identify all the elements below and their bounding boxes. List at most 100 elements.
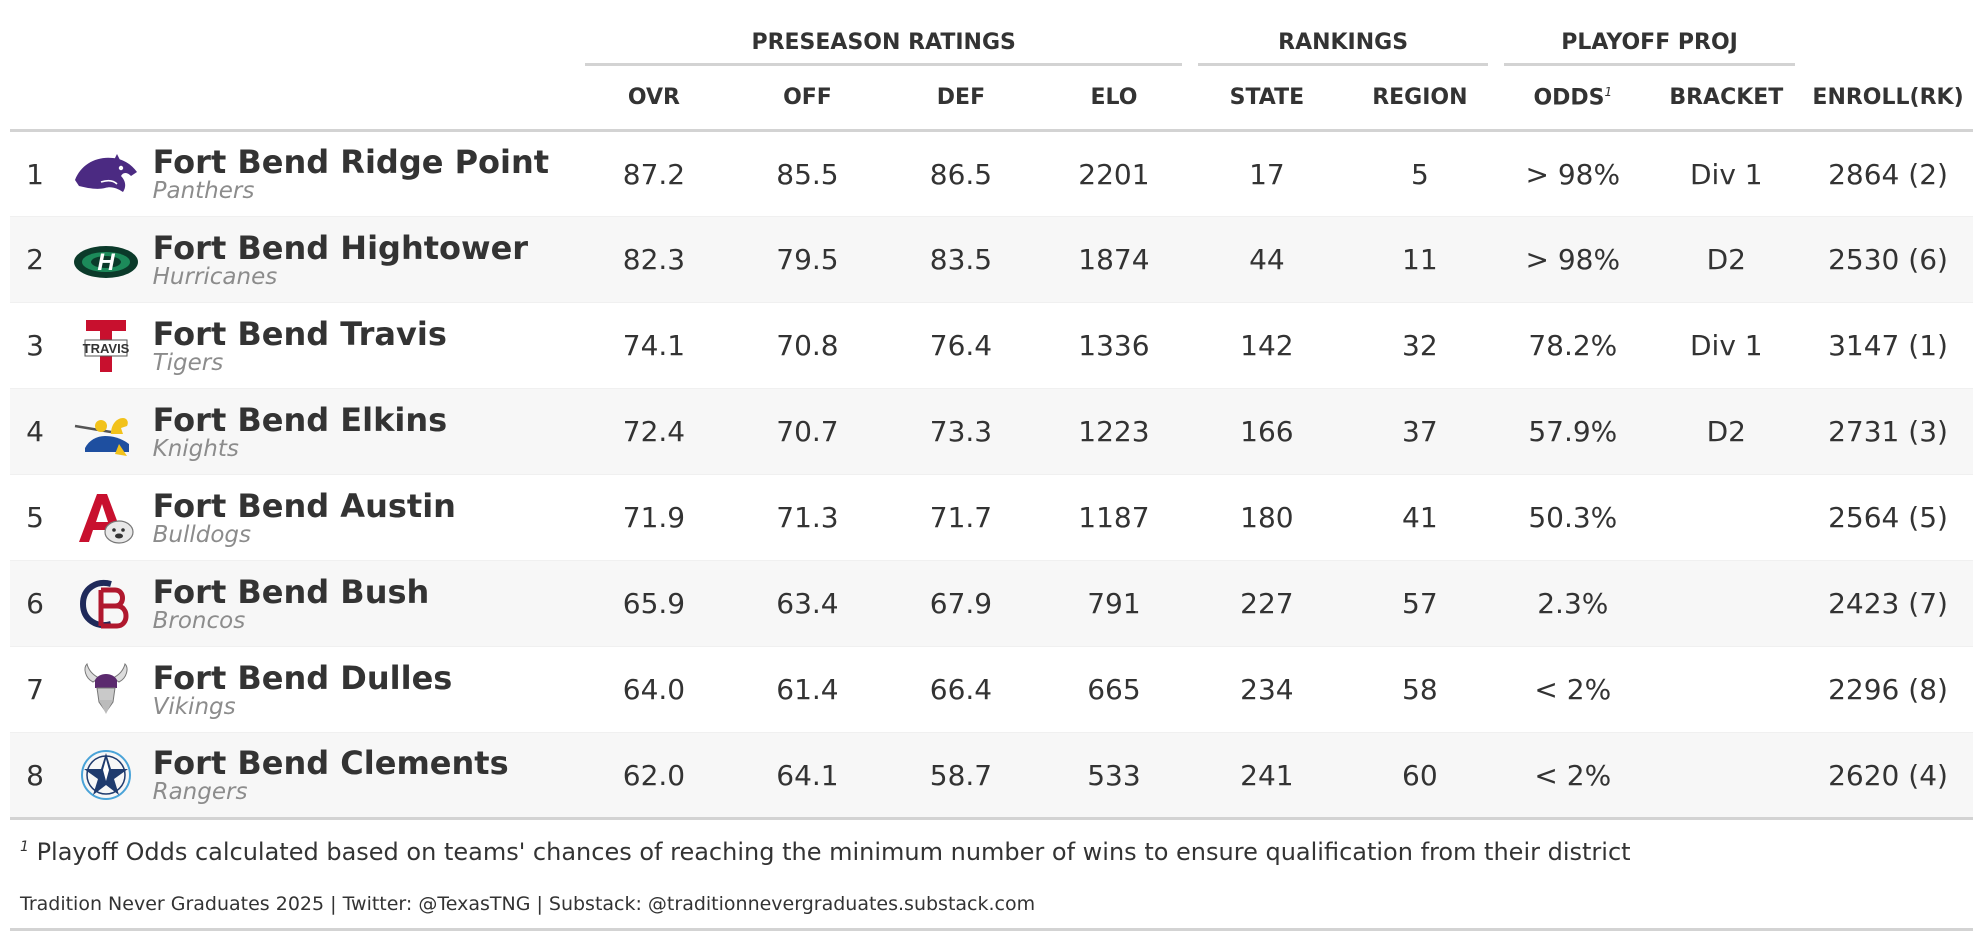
- spanner-label: PLAYOFF PROJ: [1561, 30, 1738, 55]
- def-cell: 76.4: [884, 302, 1038, 389]
- odds-cell: 50.3%: [1496, 474, 1650, 561]
- rank-cell: 1: [10, 130, 61, 217]
- footnote-marker: 1: [1604, 84, 1613, 99]
- enroll-cell: 2296 (8): [1803, 646, 1973, 733]
- team-cell: Fort Bend Clements Rangers: [152, 732, 578, 820]
- ovr-cell: 82.3: [577, 216, 731, 303]
- svg-text:TRAVIS: TRAVIS: [83, 341, 130, 356]
- footnote-marker: 1: [20, 839, 29, 855]
- enroll-cell: 2530 (6): [1803, 216, 1973, 303]
- odds-cell: < 2%: [1496, 732, 1650, 820]
- table-row: 6 Fort Bend Bush Broncos 65.9 63.4 67.9 791 227…: [10, 560, 1973, 647]
- region-cell: 11: [1343, 216, 1497, 303]
- team-name: Fort Bend Ridge Point: [152, 143, 550, 181]
- region-cell: 57: [1343, 560, 1497, 647]
- spanner-row: PRESEASON RATINGS RANKINGS PLAYOFF PROJ: [10, 0, 1973, 66]
- odds-cell: > 98%: [1496, 130, 1650, 217]
- ovr-cell: 72.4: [577, 388, 731, 475]
- column-header-row: OVR OFF DEF ELO STATE REGION ODDS1 BRACK…: [10, 66, 1973, 132]
- travis-logo: TRAVIS: [71, 318, 141, 374]
- ovr-cell: 62.0: [577, 732, 731, 820]
- elo-cell: 665: [1037, 646, 1191, 733]
- enroll-cell: 2564 (5): [1803, 474, 1973, 561]
- elo-cell: 1874: [1037, 216, 1191, 303]
- def-cell: 67.9: [884, 560, 1038, 647]
- bracket-cell: [1649, 474, 1804, 561]
- table-body: 1 Fort Bend Ridge Point Panthers 87.2 85.5 86…: [10, 130, 1973, 820]
- team-mascot: Rangers: [152, 779, 248, 805]
- ranger-star-logo: [71, 747, 141, 803]
- rank-cell: 2: [10, 216, 61, 303]
- source-note: Tradition Never Graduates 2025 | Twitter…: [20, 893, 1036, 915]
- spanner-label: RANKINGS: [1278, 30, 1409, 55]
- bracket-cell: D2: [1649, 216, 1804, 303]
- elo-cell: 791: [1037, 560, 1191, 647]
- ovr-cell: 87.2: [577, 130, 731, 217]
- def-cell: 66.4: [884, 646, 1038, 733]
- bush-logo: [71, 576, 141, 632]
- logo-cell: [60, 474, 153, 561]
- column-header-state: STATE: [1190, 66, 1344, 132]
- team-cell: Fort Bend Hightower Hurricanes: [152, 216, 578, 303]
- spanner-rankings: RANKINGS: [1190, 0, 1496, 66]
- off-cell: 64.1: [730, 732, 885, 820]
- odds-cell: 2.3%: [1496, 560, 1650, 647]
- state-cell: 180: [1190, 474, 1344, 561]
- state-cell: 234: [1190, 646, 1344, 733]
- ovr-cell: 65.9: [577, 560, 731, 647]
- odds-cell: > 98%: [1496, 216, 1650, 303]
- enroll-cell: 2423 (7): [1803, 560, 1973, 647]
- table-row: 7 Fort Bend Dulles Vikings 64.0 61.4 66.4 665 2…: [10, 646, 1973, 733]
- column-header-elo: ELO: [1037, 66, 1191, 132]
- state-cell: 142: [1190, 302, 1344, 389]
- region-cell: 58: [1343, 646, 1497, 733]
- odds-cell: 78.2%: [1496, 302, 1650, 389]
- region-cell: 5: [1343, 130, 1497, 217]
- column-header-bracket: BRACKET: [1649, 66, 1804, 132]
- off-cell: 63.4: [730, 560, 885, 647]
- elo-cell: 1223: [1037, 388, 1191, 475]
- column-header-region: REGION: [1343, 66, 1497, 132]
- column-header-team: [152, 66, 578, 132]
- footnote: 1 Playoff Odds calculated based on teams…: [20, 838, 1631, 866]
- rank-cell: 4: [10, 388, 61, 475]
- team-name: Fort Bend Dulles: [152, 658, 453, 697]
- rankings-table: PRESEASON RATINGS RANKINGS PLAYOFF PROJ …: [10, 0, 1973, 820]
- team-mascot: Panthers: [152, 178, 255, 204]
- spanner-label: PRESEASON RATINGS: [751, 30, 1016, 55]
- spanner-preseason-ratings: PRESEASON RATINGS: [577, 0, 1190, 66]
- spanner-rule: [1198, 63, 1489, 66]
- state-cell: 44: [1190, 216, 1344, 303]
- team-cell: Fort Bend Travis Tigers: [152, 302, 578, 389]
- team-cell: Fort Bend Dulles Vikings: [152, 646, 578, 733]
- team-name: Fort Bend Austin: [152, 486, 456, 525]
- def-cell: 73.3: [884, 388, 1038, 475]
- team-name: Fort Bend Hightower: [152, 228, 529, 267]
- column-header-odds: ODDS1: [1496, 66, 1650, 132]
- off-cell: 70.7: [730, 388, 885, 475]
- ovr-cell: 64.0: [577, 646, 731, 733]
- elo-cell: 533: [1037, 732, 1191, 820]
- team-mascot: Hurricanes: [152, 263, 278, 290]
- table-row: 2 H Fort Bend Hightower Hurricanes 82.3 79.5 8…: [10, 216, 1973, 303]
- team-name: Fort Bend Travis: [152, 314, 447, 353]
- def-cell: 86.5: [884, 130, 1038, 217]
- state-cell: 17: [1190, 130, 1344, 217]
- bottom-rule: [10, 928, 1973, 931]
- knight-logo: [71, 404, 141, 460]
- rank-cell: 6: [10, 560, 61, 647]
- off-cell: 85.5: [730, 130, 885, 217]
- off-cell: 79.5: [730, 216, 885, 303]
- team-mascot: Bulldogs: [152, 521, 251, 548]
- bracket-cell: Div 1: [1649, 302, 1804, 389]
- def-cell: 58.7: [884, 732, 1038, 820]
- table-row: 4 Fort Bend Elkins Knights 72.4 70.7 73.3 1223…: [10, 388, 1973, 475]
- svg-text:H: H: [98, 249, 116, 276]
- column-header-ovr: OVR: [577, 66, 731, 132]
- def-cell: 83.5: [884, 216, 1038, 303]
- footnote-text: Playoff Odds calculated based on teams' …: [36, 838, 1631, 866]
- state-cell: 227: [1190, 560, 1344, 647]
- rank-cell: 8: [10, 732, 61, 820]
- region-cell: 32: [1343, 302, 1497, 389]
- column-header-logo: [60, 66, 153, 132]
